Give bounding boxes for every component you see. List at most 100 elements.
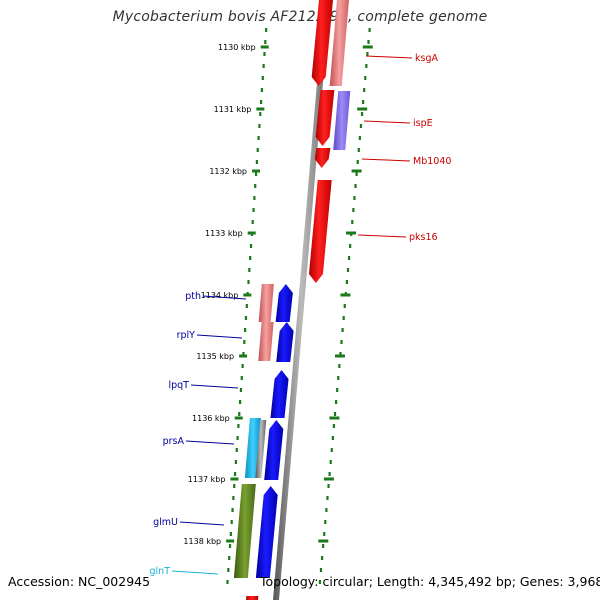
guide-dash: [254, 172, 258, 176]
guide-dash: [342, 316, 345, 320]
rplY-leader-line: [196, 334, 243, 339]
guide-dash: [325, 508, 328, 512]
guide-dash: [249, 244, 253, 248]
ksgA-label: ksgA: [415, 53, 438, 64]
pth-light-bar: [258, 284, 274, 322]
guide-dash: [233, 472, 237, 476]
Mb1040-leader-line: [361, 158, 411, 162]
pth-leader-line: [202, 295, 247, 300]
tick-label: 1136 kbp: [192, 414, 230, 423]
guide-dash: [364, 76, 367, 80]
guide-dash: [347, 256, 351, 260]
tick-mark-right: [346, 231, 357, 235]
guide-dash: [252, 208, 255, 212]
tick-mark-left: [256, 107, 265, 111]
guide-dash: [235, 448, 238, 452]
guide-dash: [227, 568, 230, 572]
glmU-green-bar: [233, 484, 256, 578]
guide-dash: [368, 28, 371, 32]
guide-dash: [226, 580, 229, 584]
guide-dash: [256, 148, 259, 152]
pks16-label: pks16: [409, 232, 438, 243]
tick-mark-right: [329, 416, 340, 420]
lpqT-label: lpqT: [168, 380, 189, 391]
guide-dash: [318, 580, 321, 584]
ispE-purple-bar: [333, 91, 351, 150]
guide-dash: [253, 196, 256, 200]
guide-dash: [255, 160, 258, 164]
rplY-gene-arrow: [276, 322, 294, 362]
lpqT-gene-arrow: [270, 370, 289, 418]
guide-dash: [360, 112, 364, 116]
prsA-label: prsA: [163, 436, 185, 447]
guide-dash: [337, 376, 340, 380]
guide-dash: [332, 424, 336, 428]
pth-gene-arrow: [275, 284, 293, 322]
guide-dash: [322, 544, 325, 548]
guide-dash: [366, 52, 369, 56]
lpqT-leader-line: [190, 384, 239, 389]
guide-dash: [234, 460, 237, 464]
guide-dash: [351, 220, 354, 224]
accession-text: Accession: NC_002945: [8, 574, 151, 589]
tick-mark-left: [260, 45, 269, 49]
guide-dash: [249, 256, 252, 260]
guide-dash: [339, 352, 342, 356]
guide-dash: [355, 172, 358, 176]
guide-dash: [329, 460, 332, 464]
tick-mark-right: [340, 293, 351, 297]
guide-dash: [365, 64, 368, 68]
guide-dash: [349, 244, 352, 248]
guide-dash: [259, 112, 262, 116]
Mb1040-label: Mb1040: [413, 156, 451, 167]
tick-label: 1137 kbp: [188, 475, 226, 484]
pks16-gene-arrow: [308, 180, 332, 283]
guide-dash: [333, 412, 337, 416]
guide-dash: [242, 352, 245, 356]
guide-dash: [231, 508, 234, 512]
prsA-grey-bar: [255, 420, 267, 478]
guide-dash: [346, 268, 350, 272]
guide-dash: [324, 520, 327, 524]
right-guide-dots: [318, 28, 371, 584]
guide-dash: [356, 160, 359, 164]
guide-dash: [264, 40, 267, 44]
guide-dash: [343, 304, 346, 308]
tick-mark-left: [252, 169, 261, 173]
glnT-label: glnT: [150, 566, 171, 577]
guide-dash: [239, 400, 242, 404]
ispE-label: ispE: [413, 118, 433, 129]
guide-dash: [240, 376, 243, 380]
guide-dash: [230, 520, 233, 524]
tick-label: 1130 kbp: [218, 43, 256, 52]
guide-dash: [336, 388, 339, 392]
tick-mark-right: [334, 354, 345, 358]
guide-dash: [238, 412, 241, 416]
guide-dash: [244, 316, 248, 320]
guide-dash: [248, 268, 251, 272]
guide-dash: [340, 340, 343, 344]
tick-mark-left: [247, 231, 256, 235]
ksgA-light-bar: [329, 0, 349, 86]
gene-labels: ksgA ispE Mb1040 pks16 pth rplY lpqT prsA glmU gl…: [150, 53, 452, 577]
glnT-leader-line: [171, 570, 219, 575]
guide-dash: [319, 568, 323, 572]
guide-dash: [358, 136, 361, 140]
tick-label: 1133 kbp: [205, 229, 243, 238]
guide-dash: [239, 388, 243, 392]
guide-dash: [326, 496, 329, 500]
tick-mark-left: [230, 477, 239, 481]
pks16-leader-line: [357, 234, 407, 238]
guide-dash: [357, 148, 360, 152]
prsA-gene-arrow: [264, 420, 284, 480]
glmU-label: glmU: [153, 517, 178, 528]
guide-dash: [345, 280, 348, 284]
ksgA-gene-arrow: [311, 0, 333, 86]
guide-dash: [233, 484, 236, 488]
guide-dash: [335, 400, 338, 404]
guide-dash: [258, 124, 261, 128]
tick-label: 1135 kbp: [196, 352, 234, 361]
next-gene-stub: [246, 596, 259, 600]
guide-dash: [236, 436, 239, 440]
